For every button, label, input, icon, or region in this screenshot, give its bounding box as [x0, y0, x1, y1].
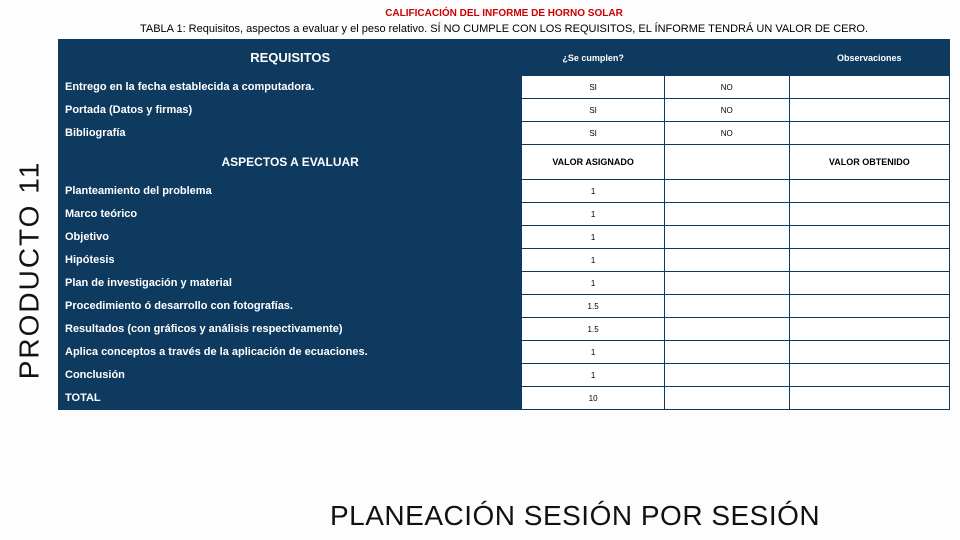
row-cell	[664, 180, 789, 203]
row-cell	[664, 341, 789, 364]
row-label: Plan de investigación y material	[59, 272, 522, 295]
row-cell	[789, 99, 949, 122]
row-label: Planteamiento del problema	[59, 180, 522, 203]
row-cell: NO	[664, 122, 789, 145]
header-observaciones: Observaciones	[789, 40, 949, 76]
section1-body: Entrego en la fecha establecida a comput…	[59, 76, 950, 145]
row-cell	[664, 295, 789, 318]
row-cell	[664, 318, 789, 341]
row-cell	[789, 249, 949, 272]
row-cell	[789, 318, 949, 341]
row-cell: 1	[522, 272, 665, 295]
row-label: Objetivo	[59, 226, 522, 249]
table-row: TOTAL10	[59, 387, 950, 410]
row-cell	[789, 387, 949, 410]
header-valor-asignado: VALOR ASIGNADO	[522, 145, 665, 180]
header-requisitos: REQUISITOS	[59, 40, 522, 76]
row-cell	[789, 226, 949, 249]
section2-header: ASPECTOS A EVALUAR VALOR ASIGNADO VALOR …	[59, 145, 950, 180]
row-cell	[789, 295, 949, 318]
row-cell: NO	[664, 99, 789, 122]
row-label: Entrego en la fecha establecida a comput…	[59, 76, 522, 99]
row-cell	[664, 387, 789, 410]
row-cell: 1	[522, 180, 665, 203]
table-row: Hipótesis1	[59, 249, 950, 272]
header-aspectos: ASPECTOS A EVALUAR	[59, 145, 522, 180]
row-label: Hipótesis	[59, 249, 522, 272]
table-row: Planteamiento del problema1	[59, 180, 950, 203]
table-row: Procedimiento ó desarrollo con fotografí…	[59, 295, 950, 318]
slide: PRODUCTO 11 CALIFICACIÓN DEL INFORME DE …	[0, 0, 960, 540]
table-row: Resultados (con gráficos y análisis resp…	[59, 318, 950, 341]
table-row: Conclusión1	[59, 364, 950, 387]
header-cumplen: ¿Se cumplen?	[522, 40, 665, 76]
row-cell: 1	[522, 341, 665, 364]
row-label: Aplica conceptos a través de la aplicaci…	[59, 341, 522, 364]
header-blank-2	[664, 145, 789, 180]
title: CALIFICACIÓN DEL INFORME DE HORNO SOLAR	[58, 6, 950, 23]
row-cell: SI	[522, 99, 665, 122]
row-cell	[664, 203, 789, 226]
row-label: TOTAL	[59, 387, 522, 410]
sidebar-label: PRODUCTO 11	[13, 161, 45, 380]
row-cell	[789, 272, 949, 295]
row-cell	[664, 226, 789, 249]
row-cell: 1	[522, 226, 665, 249]
row-cell	[789, 180, 949, 203]
header-blank	[664, 40, 789, 76]
row-cell: NO	[664, 76, 789, 99]
row-label: Portada (Datos y firmas)	[59, 99, 522, 122]
row-cell	[789, 122, 949, 145]
row-label: Marco teórico	[59, 203, 522, 226]
row-label: Resultados (con gráficos y análisis resp…	[59, 318, 522, 341]
row-cell	[664, 364, 789, 387]
section1-header: REQUISITOS ¿Se cumplen? Observaciones	[59, 40, 950, 76]
sidebar: PRODUCTO 11	[5, 60, 53, 480]
row-cell	[664, 249, 789, 272]
table-row: Plan de investigación y material1	[59, 272, 950, 295]
content-area: CALIFICACIÓN DEL INFORME DE HORNO SOLAR …	[58, 6, 950, 410]
table-row: Marco teórico1	[59, 203, 950, 226]
table-row: Objetivo1	[59, 226, 950, 249]
row-cell	[789, 203, 949, 226]
table-row: BibliografíaSINO	[59, 122, 950, 145]
row-cell	[664, 272, 789, 295]
header-valor-obtenido: VALOR OBTENIDO	[789, 145, 949, 180]
row-cell: 1	[522, 364, 665, 387]
row-label: Procedimiento ó desarrollo con fotografí…	[59, 295, 522, 318]
row-cell	[789, 364, 949, 387]
rubric-table: REQUISITOS ¿Se cumplen? Observaciones En…	[58, 39, 950, 410]
row-label: Conclusión	[59, 364, 522, 387]
section2-body: Planteamiento del problema1Marco teórico…	[59, 180, 950, 410]
row-cell: 10	[522, 387, 665, 410]
row-cell	[789, 76, 949, 99]
row-cell	[789, 341, 949, 364]
subtitle: TABLA 1: Requisitos, aspectos a evaluar …	[58, 23, 950, 39]
row-cell: 1	[522, 203, 665, 226]
table-row: Portada (Datos y firmas)SINO	[59, 99, 950, 122]
row-cell: SI	[522, 76, 665, 99]
row-cell: 1.5	[522, 318, 665, 341]
row-cell: SI	[522, 122, 665, 145]
row-label: Bibliografía	[59, 122, 522, 145]
table-row: Entrego en la fecha establecida a comput…	[59, 76, 950, 99]
table-row: Aplica conceptos a través de la aplicaci…	[59, 341, 950, 364]
row-cell: 1.5	[522, 295, 665, 318]
footer-text: PLANEACIÓN SESIÓN POR SESIÓN	[330, 500, 820, 532]
row-cell: 1	[522, 249, 665, 272]
